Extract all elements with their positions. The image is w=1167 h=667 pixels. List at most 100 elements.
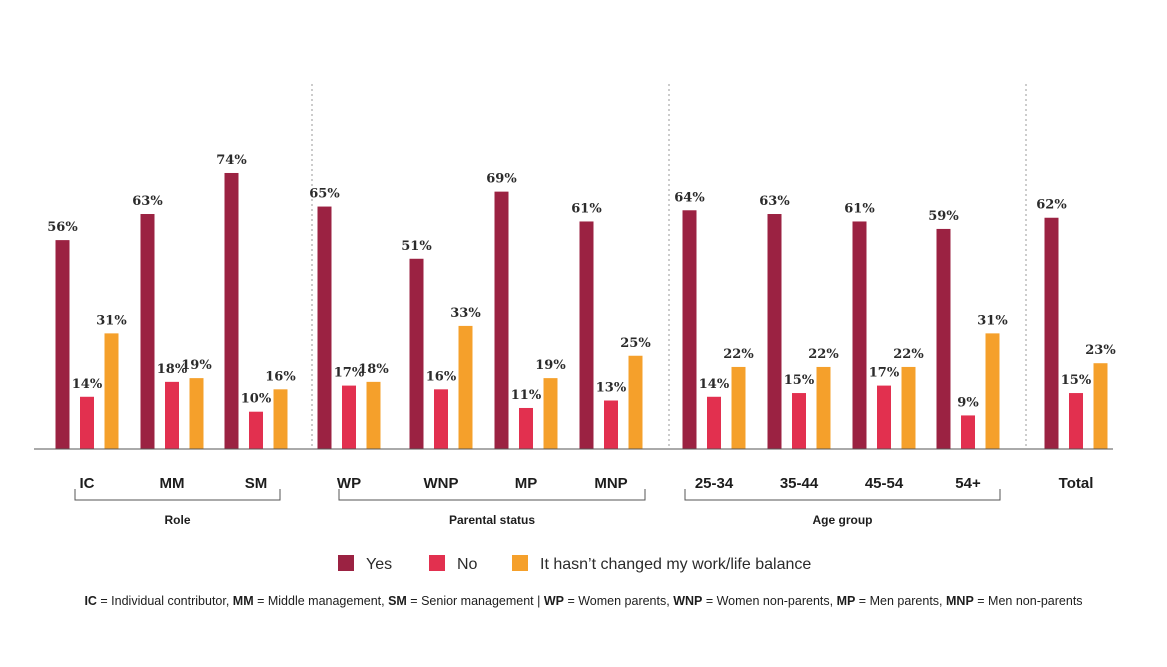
footnote-abbr-ic: IC xyxy=(84,594,97,608)
value-label-mnp-yes: 61% xyxy=(571,201,602,216)
category-label-35-44: 35-44 xyxy=(780,475,819,492)
bar-mm-no xyxy=(165,381,179,449)
bar-wp-it xyxy=(366,381,381,449)
bar-ic-it xyxy=(104,333,119,449)
footnote-definition-wnp: = Women non-parents, xyxy=(702,594,837,608)
group-label-parental-status: Parental status xyxy=(449,513,535,527)
bar-sm-it xyxy=(273,389,288,449)
value-label-45-54-it: 22% xyxy=(893,347,924,362)
category-label-sm: SM xyxy=(245,475,268,492)
legend-label-yes: Yes xyxy=(366,556,392,573)
value-label-mp-yes: 69% xyxy=(486,172,517,187)
footnote-abbr-mm: MM xyxy=(232,594,254,608)
bar-sm-no xyxy=(249,411,263,449)
value-label-mnp-it: 25% xyxy=(620,336,651,351)
abbreviation-footnote: IC = Individual contributor, MM = Middle… xyxy=(0,594,1167,608)
value-label-25-34-no: 14% xyxy=(699,377,730,392)
bar-total-it xyxy=(1093,363,1108,449)
bar-54-no xyxy=(961,415,975,449)
bar-wnp-it xyxy=(458,325,473,449)
value-labels: 56%14%31%63%18%19%74%10%16%65%17%18%51%1… xyxy=(47,153,1116,410)
bar-54-yes xyxy=(936,228,951,449)
category-labels: IC MM SM WP WNP MP MNP 25-34 35-44 45-54 54+ Total xyxy=(80,475,1094,492)
value-label-35-44-no: 15% xyxy=(784,373,815,388)
group-bracket-age-group xyxy=(684,489,1001,501)
category-label-total: Total xyxy=(1059,475,1094,492)
group-brackets: Role Parental status Age group xyxy=(74,489,1001,527)
bar-mnp-no xyxy=(604,400,618,449)
footnote-definition-mm: = Middle management, xyxy=(253,594,389,608)
legend-label-it: It hasn’t changed my work/life balance xyxy=(540,556,811,573)
bar-mm-it xyxy=(189,378,204,449)
value-label-25-34-yes: 64% xyxy=(674,190,705,205)
bar-35-44-yes xyxy=(767,214,782,449)
footnote-definition-wp: = Women parents, xyxy=(563,594,674,608)
bar-total-yes xyxy=(1044,217,1059,449)
value-label-wnp-it: 33% xyxy=(450,306,481,321)
bar-mp-yes xyxy=(494,191,509,449)
legend-label-no: No xyxy=(457,556,478,573)
category-label-wnp: WNP xyxy=(424,475,459,492)
value-label-54-yes: 59% xyxy=(928,209,959,224)
value-label-wnp-no: 16% xyxy=(426,369,457,384)
value-label-total-no: 15% xyxy=(1061,373,1092,388)
value-label-mp-no: 11% xyxy=(511,388,542,403)
bar-wnp-no xyxy=(434,389,448,449)
footnote-abbr-wnp: WNP xyxy=(673,594,703,608)
category-label-45-54: 45-54 xyxy=(865,475,904,492)
footnote-definition-mp: = Men parents, xyxy=(855,594,947,608)
bar-45-54-no xyxy=(877,385,891,449)
bars xyxy=(55,172,1108,450)
category-label-wp: WP xyxy=(337,475,361,492)
value-label-sm-no: 10% xyxy=(241,392,272,407)
category-label-ic: IC xyxy=(80,475,95,492)
group-bracket-parental-status xyxy=(338,489,646,501)
bar-35-44-it xyxy=(816,366,831,449)
value-label-mnp-no: 13% xyxy=(596,381,627,396)
footnote-definition-mnp: = Men non-parents xyxy=(973,594,1083,608)
category-label-mp: MP xyxy=(515,475,538,492)
footnote-abbr-sm: SM xyxy=(388,594,407,608)
value-label-54-it: 31% xyxy=(977,313,1008,328)
legend-swatch-no xyxy=(429,555,445,571)
value-label-wnp-yes: 51% xyxy=(401,239,432,254)
value-label-25-34-it: 22% xyxy=(723,347,754,362)
group-label-role: Role xyxy=(164,513,190,527)
bar-mp-it xyxy=(543,378,558,449)
footnote-definition-sm: = Senior management | xyxy=(406,594,544,608)
bar-wp-no xyxy=(342,385,356,449)
value-label-45-54-yes: 61% xyxy=(844,201,875,216)
value-label-wp-yes: 65% xyxy=(309,187,340,202)
value-label-wp-no: 17% xyxy=(334,366,365,381)
value-label-ic-it: 31% xyxy=(96,313,127,328)
group-label-age-group: Age group xyxy=(813,513,873,527)
footnote-abbr-mnp: MNP xyxy=(946,594,974,608)
footnote-definition-ic: = Individual contributor, xyxy=(96,594,233,608)
bar-total-no xyxy=(1069,393,1083,449)
value-label-35-44-it: 22% xyxy=(808,347,839,362)
footnote-abbr-mp: MP xyxy=(836,594,856,608)
bar-mp-no xyxy=(519,407,533,449)
bar-mm-yes xyxy=(140,214,155,449)
value-label-mm-it: 19% xyxy=(181,358,212,373)
bar-mnp-yes xyxy=(579,221,594,449)
bar-35-44-no xyxy=(792,393,806,449)
value-label-total-yes: 62% xyxy=(1036,198,1067,213)
bar-ic-no xyxy=(80,396,94,449)
bar-25-34-no xyxy=(707,396,721,449)
group-separators xyxy=(311,84,1027,446)
bar-25-34-yes xyxy=(682,210,697,449)
value-label-mp-it: 19% xyxy=(535,358,566,373)
value-label-35-44-yes: 63% xyxy=(759,194,790,209)
value-label-54-no: 9% xyxy=(957,395,979,410)
value-label-ic-yes: 56% xyxy=(47,220,78,235)
bar-25-34-it xyxy=(731,366,746,449)
bar-wp-yes xyxy=(317,206,332,449)
category-label-54: 54+ xyxy=(955,475,981,492)
value-label-sm-it: 16% xyxy=(265,369,296,384)
legend: Yes No It hasn’t changed my work/life bala… xyxy=(338,555,811,573)
value-label-ic-no: 14% xyxy=(72,377,103,392)
value-label-total-it: 23% xyxy=(1085,343,1116,358)
bar-45-54-it xyxy=(901,366,916,449)
bar-mnp-it xyxy=(628,355,643,449)
